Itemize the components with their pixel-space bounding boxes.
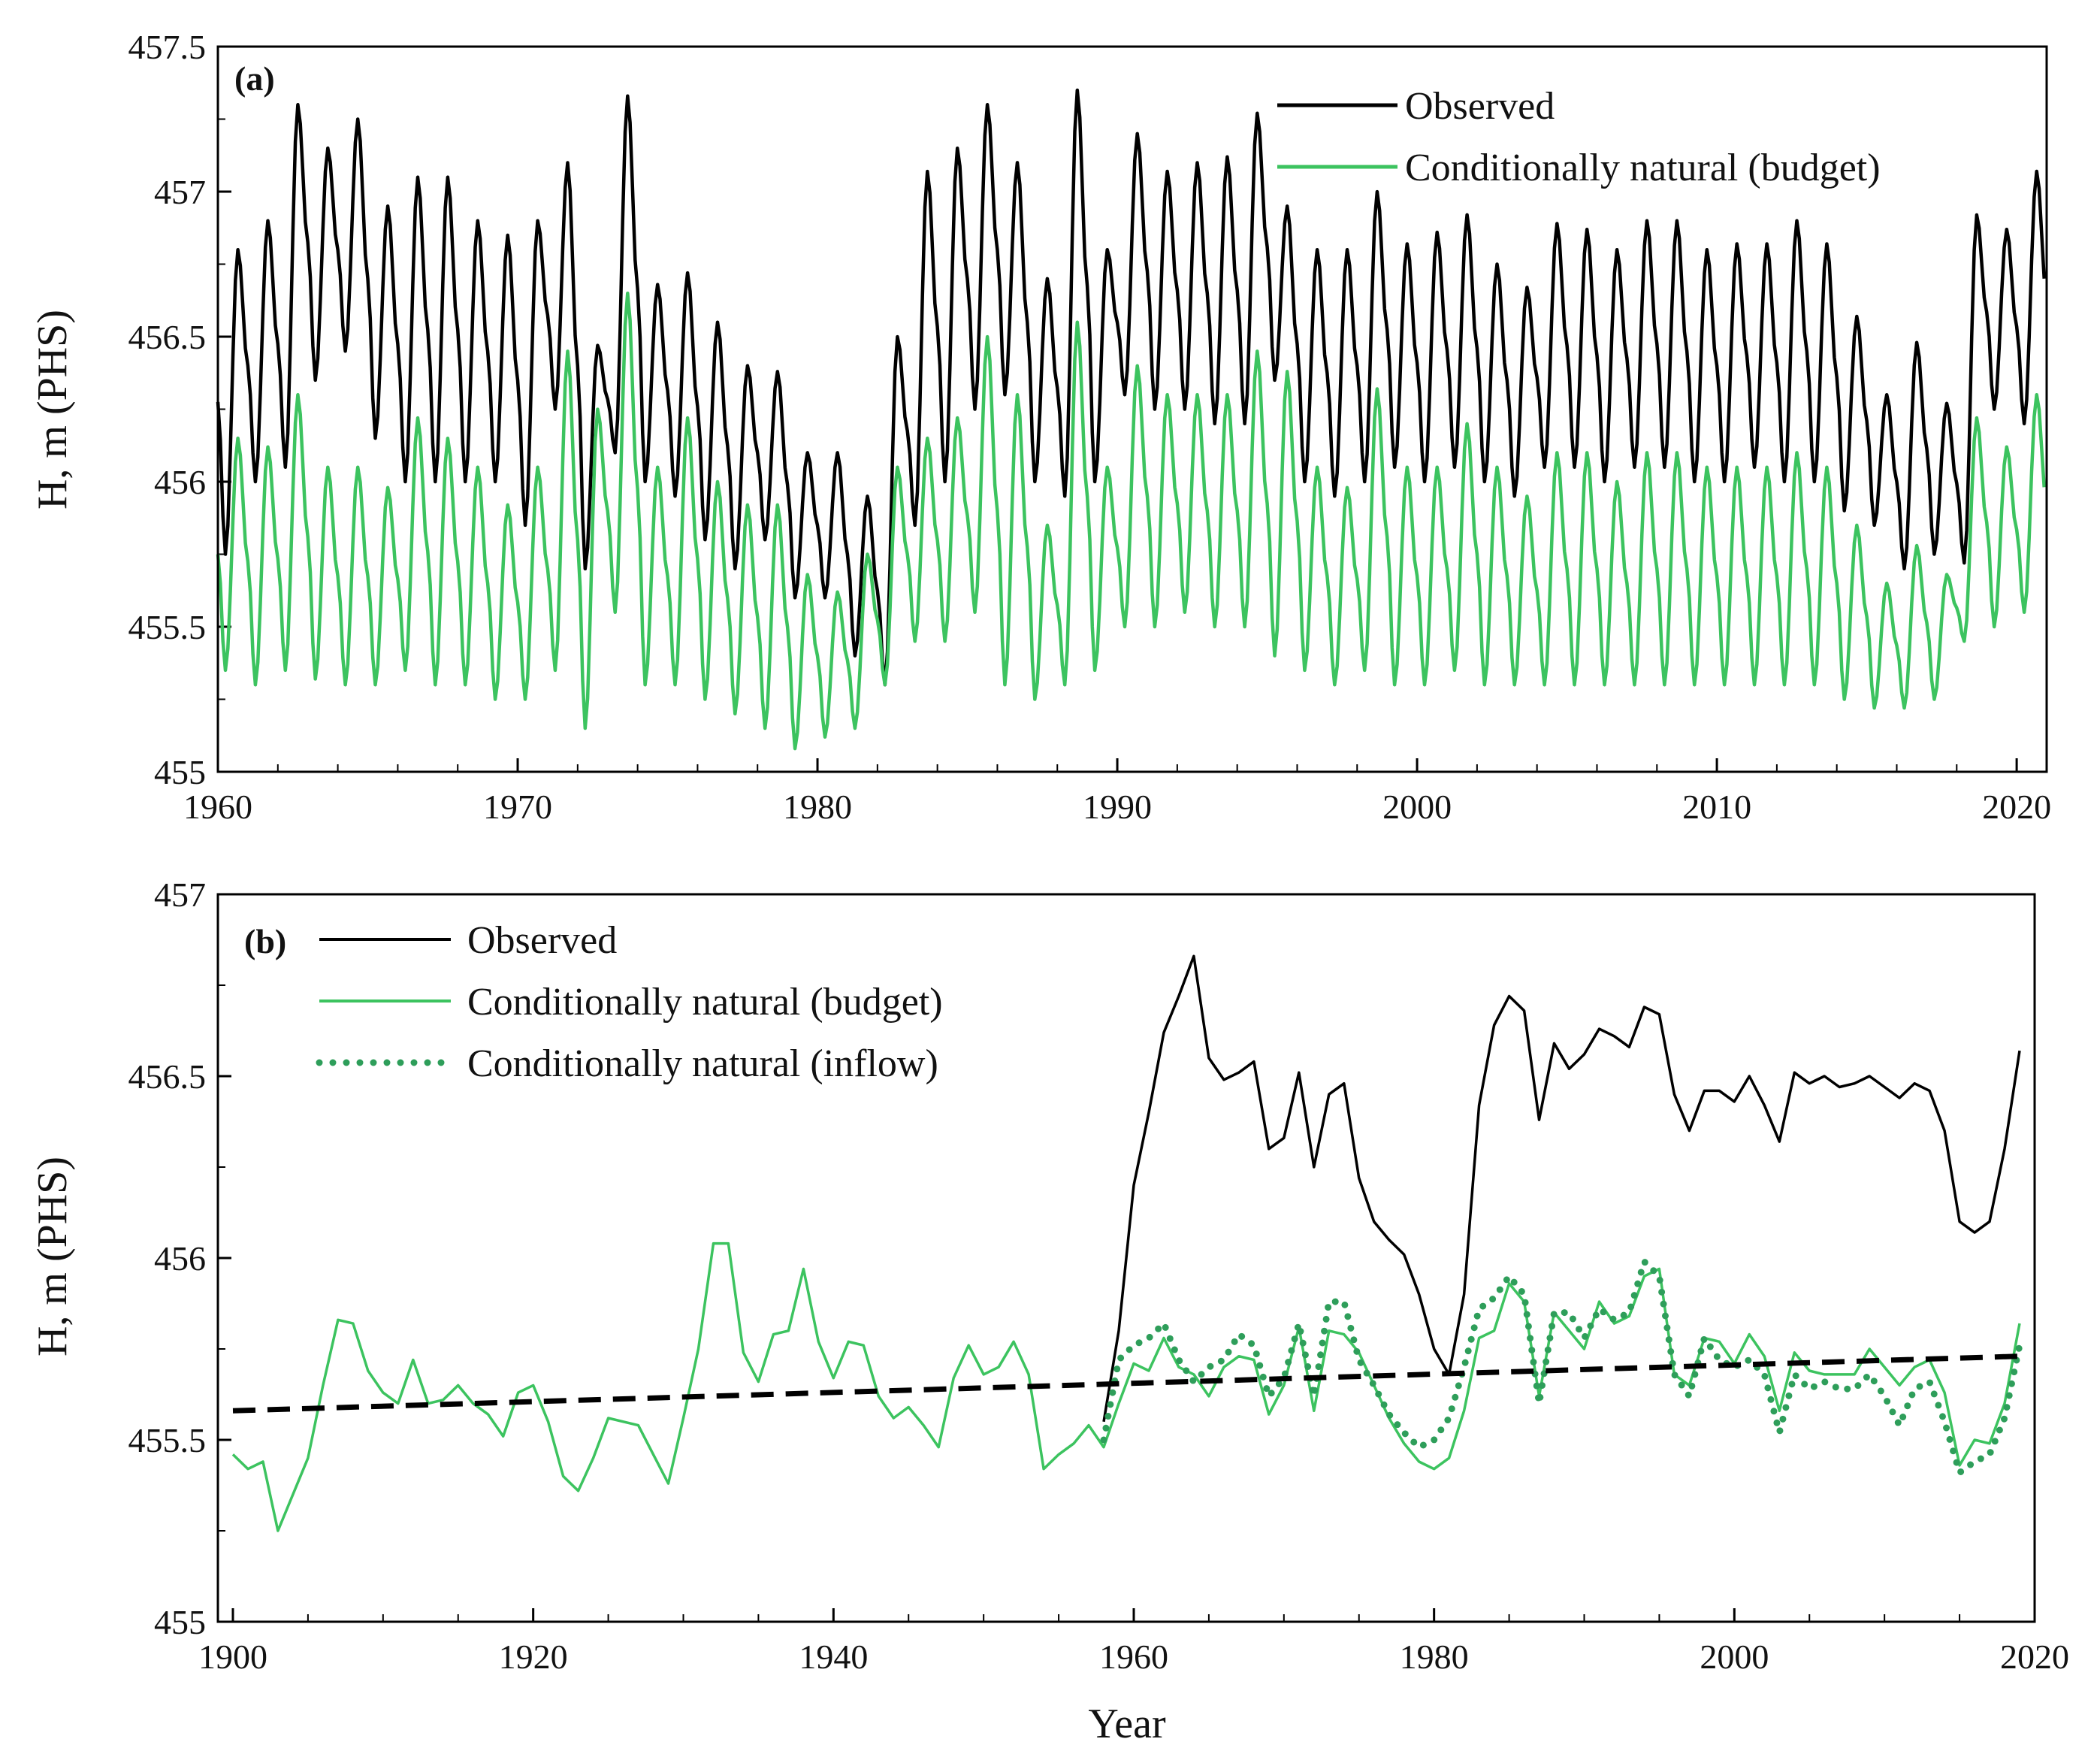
panel-a-x-tick-label: 1970	[483, 788, 552, 826]
panel-b-ticks: 1900 1920 1940 1960 1980 2000 2020 455 455.5 456 4…	[128, 876, 2070, 1676]
panel-b-x-tick-label: 2000	[1700, 1638, 1769, 1676]
panel-b-series-conditionally-natural-inflow	[1100, 1258, 2023, 1477]
panel-a-y-tick-label: 455	[154, 753, 206, 791]
panel-a-x-tick-label: 2010	[1682, 788, 1751, 826]
panel-b-legend-inflow-label: Conditionally natural (inflow)	[467, 1042, 938, 1085]
panel-b-x-axis-title: Year	[1088, 1701, 1166, 1747]
panel-a-chart: 1960 1970 1980 1990 2000 2010 2020 455 455.5 456 4…	[29, 28, 2051, 826]
panel-b-series-conditionally-natural-budget	[231, 1241, 2021, 1532]
panel-b-legend-budget-label: Conditionally natural (budget)	[467, 981, 943, 1024]
panel-a-y-tick-label: 456	[154, 463, 206, 501]
panel-a-series-observed	[216, 88, 2046, 687]
panel-a-x-tick-label: 2000	[1382, 788, 1452, 826]
panel-a-legend-observed-label: Observed	[1405, 85, 1555, 128]
panel-a-series	[216, 88, 2046, 751]
panel-b-series-trend	[232, 1353, 2020, 1414]
panel-a-y-tick-label: 456.5	[128, 318, 207, 356]
panel-b-legend: Observed Conditionally natural (budget) …	[316, 919, 943, 1085]
panel-b-series-observed	[1102, 954, 2021, 1423]
panel-a-legend: Observed Conditionally natural (budget)	[1277, 85, 1881, 189]
panel-b-x-tick-label: 2020	[2000, 1638, 2069, 1676]
panel-b-y-tick-label: 456	[154, 1239, 206, 1278]
panel-a-y-tick-label: 455.5	[128, 608, 207, 646]
panel-a-y-axis-title: H, m (PHS)	[29, 310, 76, 510]
panel-b-label: (b)	[244, 922, 286, 960]
panel-b-plot-frame	[216, 893, 2036, 1623]
panel-b-x-tick-label: 1960	[1099, 1638, 1168, 1676]
panel-a-x-tick-label: 2020	[1982, 788, 2051, 826]
panel-b-x-tick-label: 1900	[198, 1638, 267, 1676]
panel-b-x-tick-label: 1920	[499, 1638, 568, 1676]
panel-b-y-tick-label: 456.5	[128, 1057, 207, 1096]
panel-b-y-tick-label: 455	[154, 1603, 206, 1641]
panel-b-x-tick-label: 1980	[1400, 1638, 1469, 1676]
panel-a-y-tick-label: 457	[154, 173, 206, 211]
panel-b-y-axis-title: H, m (PHS)	[29, 1157, 76, 1356]
panel-a-series-conditionally-natural-budget	[216, 291, 2046, 751]
panel-b-chart: 1900 1920 1940 1960 1980 2000 2020 455 455.5 456 4…	[29, 876, 2069, 1747]
panel-b-x-tick-label: 1940	[799, 1638, 868, 1676]
panel-a-x-tick-label: 1980	[783, 788, 852, 826]
panel-a-label: (a)	[234, 59, 275, 98]
panel-b-y-tick-label: 457	[154, 876, 206, 914]
panel-a-y-tick-label: 457.5	[128, 28, 207, 66]
panel-a-ticks: 1960 1970 1980 1990 2000 2010 2020 455 455.5 456 4…	[128, 28, 2052, 826]
panel-a-plot-frame	[216, 45, 2048, 773]
panel-a-legend-budget-label: Conditionally natural (budget)	[1405, 147, 1881, 189]
panel-b-legend-observed-label: Observed	[467, 919, 617, 962]
panel-a-x-tick-label: 1990	[1083, 788, 1152, 826]
panel-b-series	[231, 954, 2023, 1532]
panel-b-y-tick-label: 455.5	[128, 1421, 207, 1459]
panel-a-x-tick-label: 1960	[183, 788, 252, 826]
